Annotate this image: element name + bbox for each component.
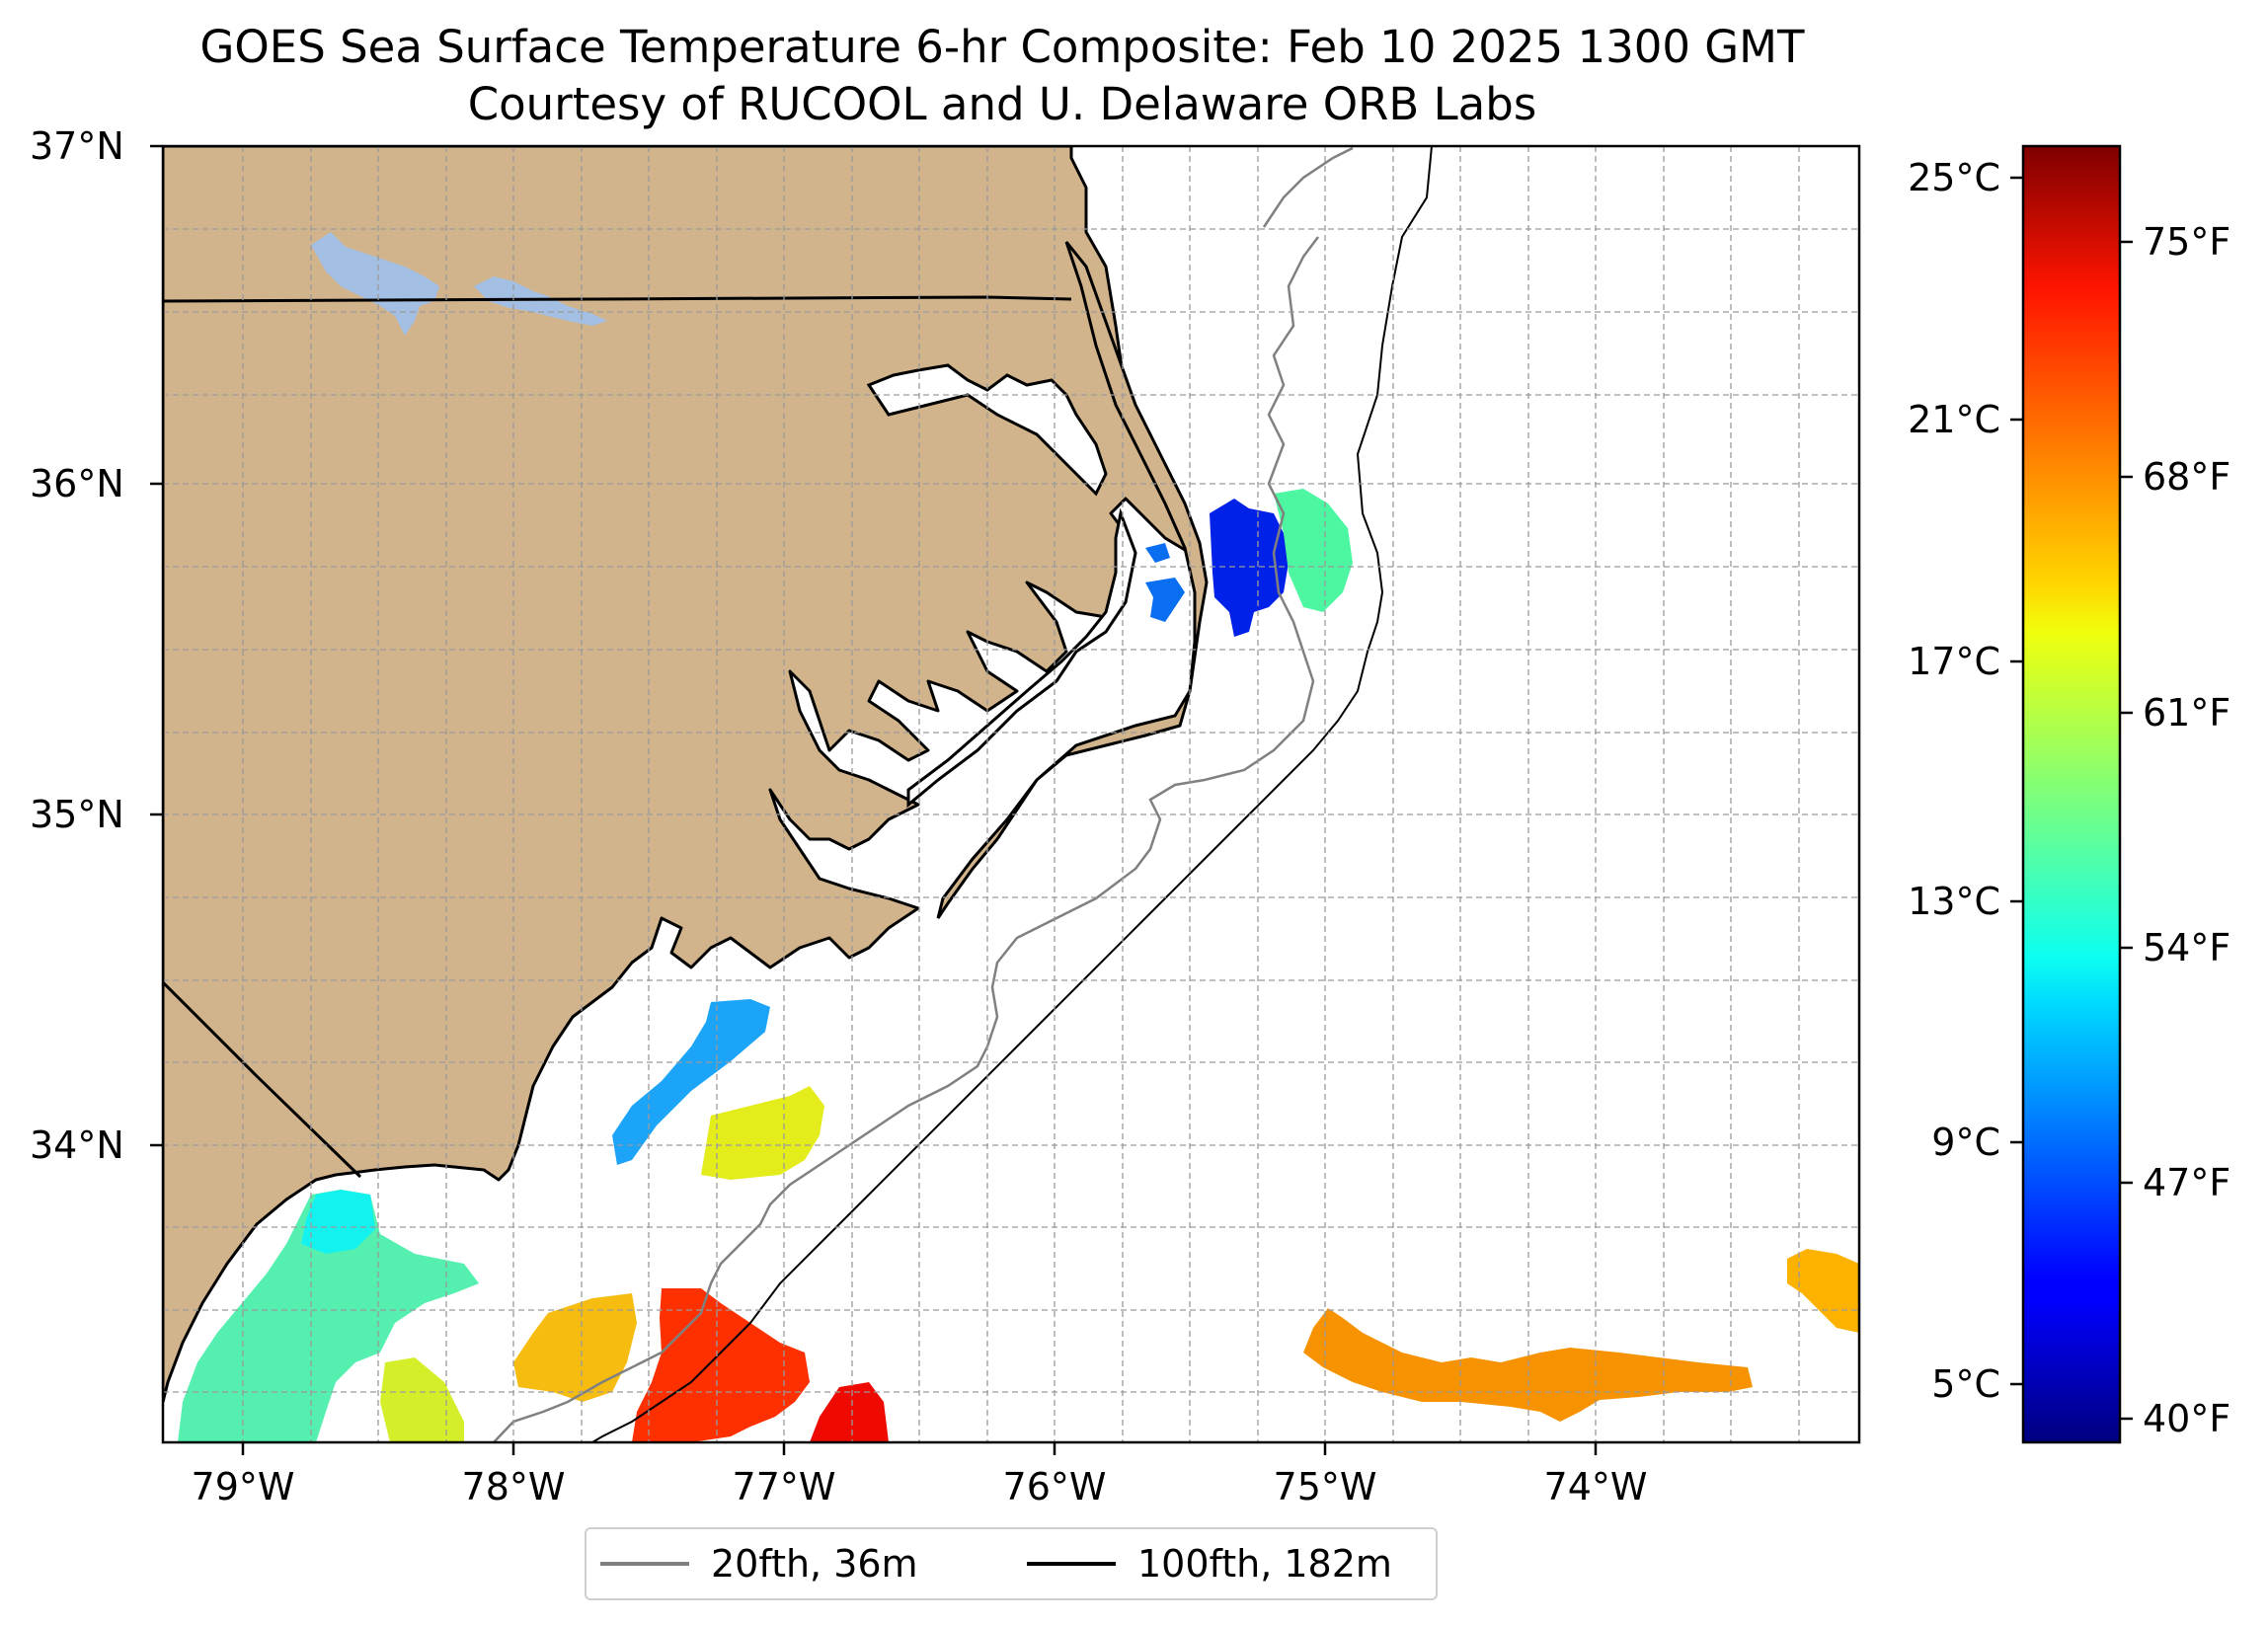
colorbar-fahrenheit-label: 68°F [2143, 455, 2231, 499]
legend-swatch-black-line [1027, 1562, 1116, 1566]
chart-subtitle: Courtesy of RUCOOL and U. Delaware ORB L… [467, 78, 1537, 130]
colorbar-celsius-label: 17°C [1908, 640, 2000, 683]
pamlico-sound [906, 507, 1137, 809]
sst-patch-yellow [701, 1086, 824, 1180]
contour-legend: 20fth, 36m 100fth, 182m [585, 1527, 1438, 1600]
colorbar-fahrenheit-label: 61°F [2143, 691, 2231, 735]
map-gridlines [163, 146, 1859, 1442]
lon-tick-label: 79°W [191, 1465, 295, 1509]
lon-tick-label: 75°W [1273, 1465, 1377, 1509]
colorbar-fahrenheit-label: 47°F [2143, 1161, 2231, 1204]
legend-label: 100fth, 182m [1137, 1542, 1392, 1586]
lat-tick-label: 37°N [30, 124, 124, 168]
lon-tick-label: 78°W [461, 1465, 566, 1509]
colorbar-celsius-label: 25°C [1908, 156, 2000, 199]
sst-patch-cyan-band [612, 999, 770, 1165]
contour-20fth [493, 146, 1354, 1442]
lon-tick-label: 74°W [1543, 1465, 1648, 1509]
map-frame [161, 144, 1861, 1444]
sst-patch-red [632, 1288, 810, 1442]
sst-patch-coastal-cyan [301, 1190, 375, 1254]
colorbar-celsius-label: 5°C [1931, 1362, 2000, 1406]
colorbar [2021, 144, 2122, 1444]
nc-sc-border [163, 980, 362, 1179]
sst-patch-deep-red [810, 1382, 889, 1442]
colorbar-celsius-label: 13°C [1908, 880, 2000, 923]
lake-kerr [311, 232, 439, 336]
lat-tick-label: 34°N [30, 1123, 124, 1167]
axis-ticks [150, 144, 1598, 1455]
sst-patch-amber [1787, 1249, 1859, 1333]
colorbar-fahrenheit-label: 54°F [2143, 926, 2231, 969]
sst-patch-cold [1210, 499, 1289, 637]
albemarle-sound [866, 363, 1108, 497]
sst-patch-cool-east [1274, 489, 1353, 612]
legend-item-100fth: 100fth, 182m [1027, 1529, 1392, 1598]
lat-tick-label: 35°N [30, 793, 124, 836]
lat-tick-label: 36°N [30, 462, 124, 505]
contour-100fth [591, 146, 1433, 1442]
sst-patch-coastal-teal [178, 1190, 479, 1442]
legend-swatch-gray-line [600, 1562, 689, 1566]
outer-banks [936, 241, 1209, 919]
lon-tick-label: 77°W [732, 1465, 836, 1509]
sst-patch-orange-yellow [513, 1293, 637, 1402]
sst-patch-cold-west [1145, 543, 1185, 622]
colorbar-celsius-label: 21°C [1908, 398, 2000, 441]
chart-title: GOES Sea Surface Temperature 6-hr Compos… [199, 21, 1805, 73]
colorbar-ticks [2010, 176, 2133, 1421]
sst-patch-yellow-west [380, 1357, 464, 1442]
colorbar-fahrenheit-label: 75°F [2143, 220, 2231, 264]
legend-label: 20fth, 36m [711, 1542, 918, 1586]
colorbar-celsius-label: 9°C [1931, 1121, 2000, 1164]
colorbar-fahrenheit-label: 40°F [2143, 1397, 2231, 1440]
legend-item-20fth: 20fth, 36m [600, 1529, 918, 1598]
lake-gaston [474, 276, 607, 326]
lon-tick-label: 76°W [1002, 1465, 1107, 1509]
